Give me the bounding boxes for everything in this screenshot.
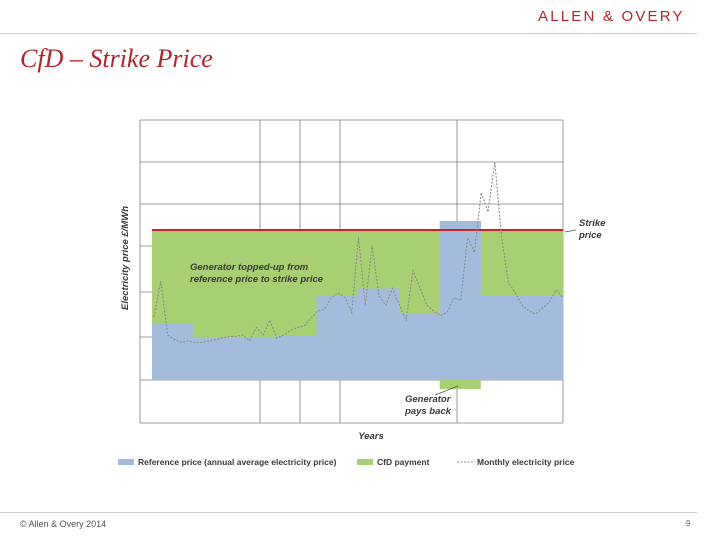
annotation-strike-line-2: price	[578, 230, 602, 241]
reference-bar-year-6	[357, 288, 399, 380]
legend-label-reference: Reference price (annual average electric…	[138, 457, 337, 467]
x-axis-label: Years	[358, 431, 384, 442]
chart-legend: Reference price (annual average electric…	[118, 457, 575, 467]
reference-bar-year-1	[152, 323, 194, 380]
reference-bar-year-2	[193, 338, 235, 380]
payback-arrow	[434, 385, 459, 396]
reference-bar-year-3	[234, 338, 276, 380]
cfd-payback-area-year-8	[439, 380, 481, 389]
monthly-price-line	[153, 162, 564, 344]
slide-title: CfD – Strike Price	[20, 44, 213, 73]
cfd-topup-area-year-4	[275, 230, 317, 335]
reference-bar-year-7	[398, 314, 440, 380]
reference-bar-year-4	[275, 335, 317, 380]
cfd-topup-area-year-5	[316, 230, 358, 296]
header-divider	[0, 33, 697, 34]
chart-axes: Electricity price £/MWh Years	[120, 206, 384, 442]
cfd-topup-area-year-6	[357, 230, 399, 289]
cfd-topup-area-year-10	[521, 230, 564, 296]
legend-swatch-cfd	[357, 459, 373, 465]
legend-label-cfd: CfD payment	[377, 457, 430, 467]
strike-arrow	[564, 229, 577, 233]
y-axis-label: Electricity price £/MWh	[120, 206, 131, 310]
cfd-topup-area-year-1	[152, 230, 194, 323]
cfd-topup-area-year-9	[480, 230, 523, 296]
cfd-topup-area-year-7	[398, 230, 440, 314]
annotation-strike-line-1: Strike	[579, 218, 606, 229]
copyright-notice: © Allen & Overy 2014	[20, 519, 107, 529]
annotation-payback-line-1: Generator	[405, 394, 452, 405]
cfd-topup-area-year-3	[234, 230, 276, 338]
reference-bar-year-8	[439, 221, 482, 380]
legend-label-monthly: Monthly electricity price	[477, 457, 575, 467]
page-number: 9	[686, 519, 691, 528]
payback-area	[439, 380, 481, 389]
cfd-payment-area	[152, 230, 564, 338]
reference-bar-year-10	[521, 296, 564, 380]
annotation-payback-line-2: pays back	[404, 406, 452, 417]
cfd-topup-area-year-2	[193, 230, 235, 338]
footer-divider	[0, 512, 697, 513]
legend-swatch-reference	[118, 459, 134, 465]
reference-bar-year-9	[480, 296, 523, 380]
monthly-price-line	[153, 162, 564, 344]
annotation-top-up-line-1: Generator topped-up from	[190, 262, 309, 273]
allen-overy-logo: ALLEN & OVERY	[538, 8, 685, 25]
annotation-top-up-line-2: reference price to strike price	[190, 274, 324, 285]
